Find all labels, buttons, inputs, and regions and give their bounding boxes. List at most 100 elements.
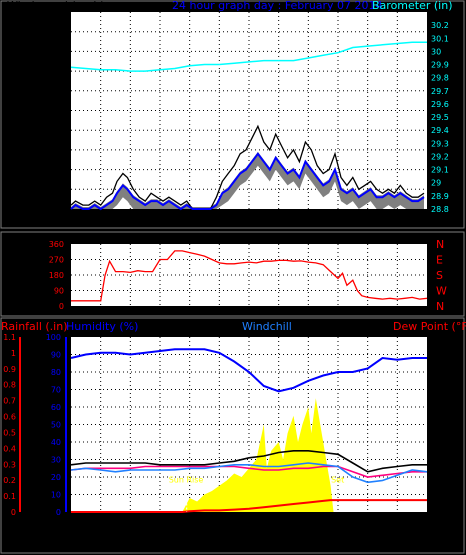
barometer-tick-label: 29.2 [431, 152, 449, 161]
humidity-line [70, 348, 427, 393]
barometer-tick-label: 29.3 [431, 139, 449, 148]
time-tick-label: 2 AM [91, 520, 111, 529]
barometer-tick-label: 29.4 [431, 126, 449, 135]
humidity-tick-label: 100 [46, 333, 61, 342]
rainfall-tick-label: 0.9 [3, 365, 16, 374]
time-tick-label: 8 PM [358, 520, 377, 529]
rainfall-tick-label: 1.1 [3, 333, 16, 342]
direction-tick-label: 90 [54, 287, 64, 296]
temp-ticks: 0 0.1 0.2 0.3 0.4 0.5 0.6 0.7 0.8 0.9 1 1.1 0 10 20 30 4… [3, 333, 449, 529]
windspeed-tick-label: 0 [59, 205, 64, 214]
time-tick-label: 10 AM [207, 520, 232, 529]
time-tick-label: 2 AM [91, 217, 111, 226]
barometer-tick-label: 29.6 [431, 100, 449, 109]
temperature-tick-label: 30 [434, 456, 444, 465]
windspeed-tick-label: 15 [54, 146, 64, 155]
humidity-tick-label: 10 [51, 491, 61, 500]
direction-tick-label: 270 [49, 256, 64, 265]
wind-ticks: 0 5 10 15 20 25 30 35 40 45 50 28.8 28.9 29 29.1 29.2 29… [54, 8, 449, 226]
temperature-tick-label: 40 [434, 438, 444, 447]
temperature-tick-label: 50 [434, 421, 444, 430]
humidity-tick-label: 90 [51, 351, 61, 360]
time-tick-label: 8 AM [180, 520, 200, 529]
temperature-tick-label: 0 [434, 508, 439, 517]
wind-gust-line [70, 124, 425, 210]
barometer-tick-label: 29.8 [431, 74, 449, 83]
temp-series [70, 348, 428, 513]
chart-title: 24 hour graph day : February 07 2014 [172, 0, 383, 12]
time-tick-label: 10 AM [207, 217, 232, 226]
humidity-axis-title: Humidity (%) [66, 320, 138, 333]
time-tick-label: 0 AM [417, 217, 437, 226]
time-tick-label: 12 PM [237, 520, 262, 529]
barometer-tick-label: 30.2 [431, 21, 449, 30]
temperature-tick-label: 20 [434, 473, 444, 482]
rainfall-tick-label: 0 [11, 508, 16, 517]
rainfall-tick-label: 0.5 [3, 428, 16, 437]
wind-series [70, 41, 427, 211]
time-tick-label: 8 PM [358, 217, 377, 226]
time-tick-label: 4 PM [299, 520, 318, 529]
windspeed-tick-label: 20 [54, 126, 64, 135]
temperature-tick-label: 60 [434, 403, 444, 412]
barometer-tick-label: 29.1 [431, 166, 449, 175]
direction-panel-frame [0, 231, 465, 317]
barometer-axis-title: Barometer (in) [372, 0, 453, 12]
direction-grid [71, 244, 427, 306]
rainfall-tick-label: 0.2 [3, 476, 16, 485]
solar-area [182, 398, 334, 512]
rainfall-tick-label: 0.1 [3, 492, 16, 501]
wind-speed-line [70, 152, 425, 211]
barometer-tick-label: 28.8 [431, 205, 449, 214]
rainfall-tick-label: 0.7 [3, 397, 16, 406]
sunset-annotation: Set [331, 475, 344, 484]
barometer-tick-label: 29 [431, 179, 441, 188]
compass-label: N [436, 238, 444, 251]
direction-tick-label: 0 [59, 302, 64, 311]
rain-axis-title: Rainfall (.in) [1, 320, 68, 333]
rainfall-tick-label: 0.4 [3, 444, 16, 453]
direction-tick-label: 180 [49, 271, 64, 280]
time-tick-label: 2 PM [269, 520, 288, 529]
windspeed-tick-label: 5 [59, 185, 64, 194]
windspeed-tick-label: 25 [54, 107, 64, 116]
rainfall-tick-label: 1 [11, 349, 16, 358]
time-tick-label: 6 PM [328, 217, 347, 226]
windspeed-tick-label: 50 [54, 8, 64, 17]
humidity-tick-label: 40 [51, 438, 61, 447]
temperature-tick-label: 70 [434, 386, 444, 395]
temperature-tick-label: 100 [434, 333, 449, 342]
temperature-tick-label: 80 [434, 368, 444, 377]
time-tick-label: 4 AM [120, 520, 140, 529]
humidity-tick-label: 70 [51, 386, 61, 395]
humidity-tick-label: 50 [51, 421, 61, 430]
windspeed-tick-label: 45 [54, 28, 64, 37]
barometer-tick-label: 29.7 [431, 87, 449, 96]
compass-label: S [436, 269, 443, 282]
barometer-tick-label: 29.5 [431, 113, 449, 122]
rainfall-tick-label: 0.8 [3, 381, 16, 390]
humidity-tick-label: 20 [51, 473, 61, 482]
time-tick-label: 2 PM [269, 217, 288, 226]
time-tick-label: 4 AM [120, 217, 140, 226]
time-tick-label: 12 PM [237, 217, 262, 226]
windchill-axis-title: Windchill [242, 320, 292, 333]
barometer-line [70, 41, 427, 72]
humidity-tick-label: 60 [51, 403, 61, 412]
sunrise-annotation: Sun Rise [169, 475, 204, 484]
temperature-tick-label: 90 [434, 351, 444, 360]
humidity-tick-label: 80 [51, 368, 61, 377]
time-tick-label: 6 PM [328, 520, 347, 529]
wind-average-band [71, 151, 424, 209]
rainfall-tick-label: 0.3 [3, 460, 16, 469]
windspeed-tick-label: 40 [54, 47, 64, 56]
wind-plot-area [71, 12, 427, 209]
wind-direction-line [71, 250, 428, 302]
dewpoint-line [70, 465, 427, 478]
humidity-tick-label: 30 [51, 456, 61, 465]
time-tick-label: 4 PM [299, 217, 318, 226]
time-tick-label: 6 AM [150, 520, 170, 529]
rainfall-line [71, 499, 427, 513]
windspeed-tick-label: 30 [54, 87, 64, 96]
